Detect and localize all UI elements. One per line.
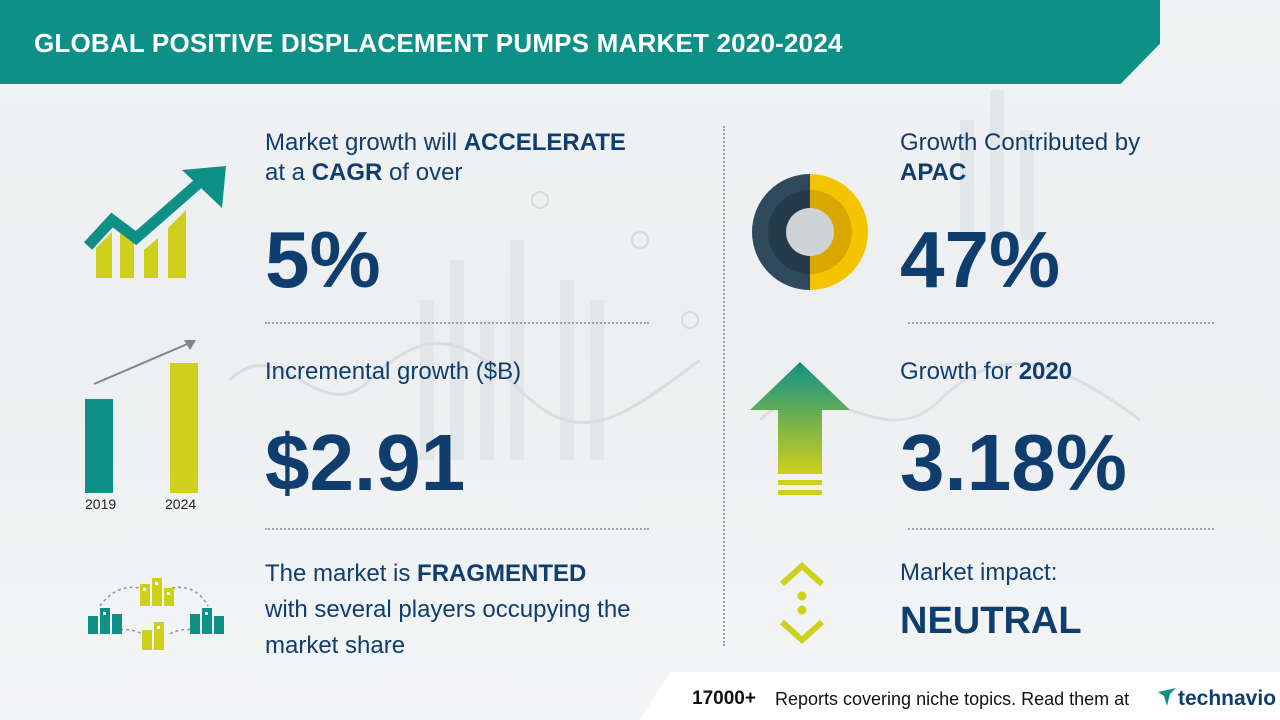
buildings-icon — [88, 578, 224, 650]
cagr-accelerate: ACCELERATE — [463, 129, 626, 156]
fragmented-label: FRAGMENTED — [417, 560, 587, 587]
yoy-year: 2020 — [1018, 358, 1073, 385]
technavio-logo-icon[interactable] — [1158, 688, 1178, 706]
incremental-value: $2.91 — [265, 418, 466, 507]
fragmented-pre: The market is — [265, 560, 418, 587]
region-line1: Growth Contributed by — [900, 129, 1141, 156]
neutral-chevrons-icon — [779, 561, 825, 645]
page-title: GLOBAL POSITIVE DISPLACEMENT PUMPS MARKE… — [34, 28, 843, 58]
yoy-label-pre: Growth for — [900, 358, 1019, 385]
divider-left-1 — [265, 322, 649, 324]
cagr-value: 5% — [265, 215, 381, 304]
divider-left-2 — [265, 528, 649, 530]
incremental-label: Incremental growth ($B) — [265, 358, 522, 385]
impact-value: NEUTRAL — [900, 600, 1082, 642]
region-name: APAC — [900, 159, 967, 186]
brand-link[interactable]: technavio — [1178, 687, 1277, 710]
impact-label: Market impact: — [900, 559, 1058, 586]
footer-count: 17000+ — [692, 688, 756, 709]
fragmented-caption: The market is FRAGMENTED with several pl… — [265, 556, 631, 664]
divider-right-1 — [908, 322, 1214, 324]
yoy-value: 3.18% — [900, 418, 1127, 507]
footer-bar — [640, 672, 1280, 720]
header-banner — [0, 0, 1160, 84]
divider-right-2 — [908, 528, 1214, 530]
column-divider — [723, 126, 725, 646]
region-value: 47% — [900, 215, 1061, 304]
cagr-caption-post: of over — [382, 159, 463, 186]
cagr-caption: Market growth will ACCELERATE at a CAGR … — [265, 128, 626, 188]
region-caption: Growth Contributed by APAC — [900, 128, 1140, 188]
growth-arrow-icon — [83, 166, 226, 278]
donut-icon — [752, 174, 868, 290]
bar-growth-icon — [85, 340, 198, 493]
yoy-caption: Growth for 2020 — [900, 357, 1072, 387]
footer-text: Reports covering niche topics. Read them… — [775, 689, 1130, 709]
up-arrow-icon — [750, 362, 850, 495]
cagr-caption-pre: Market growth will — [265, 129, 464, 156]
year-end-label: 2024 — [165, 496, 197, 512]
year-start-label: 2019 — [85, 496, 117, 512]
cagr-caption-pre2: at a — [265, 159, 312, 186]
fragmented-line3: market share — [265, 632, 406, 659]
fragmented-line2: with several players occupying the — [265, 596, 631, 623]
cagr-label: CAGR — [311, 159, 383, 186]
